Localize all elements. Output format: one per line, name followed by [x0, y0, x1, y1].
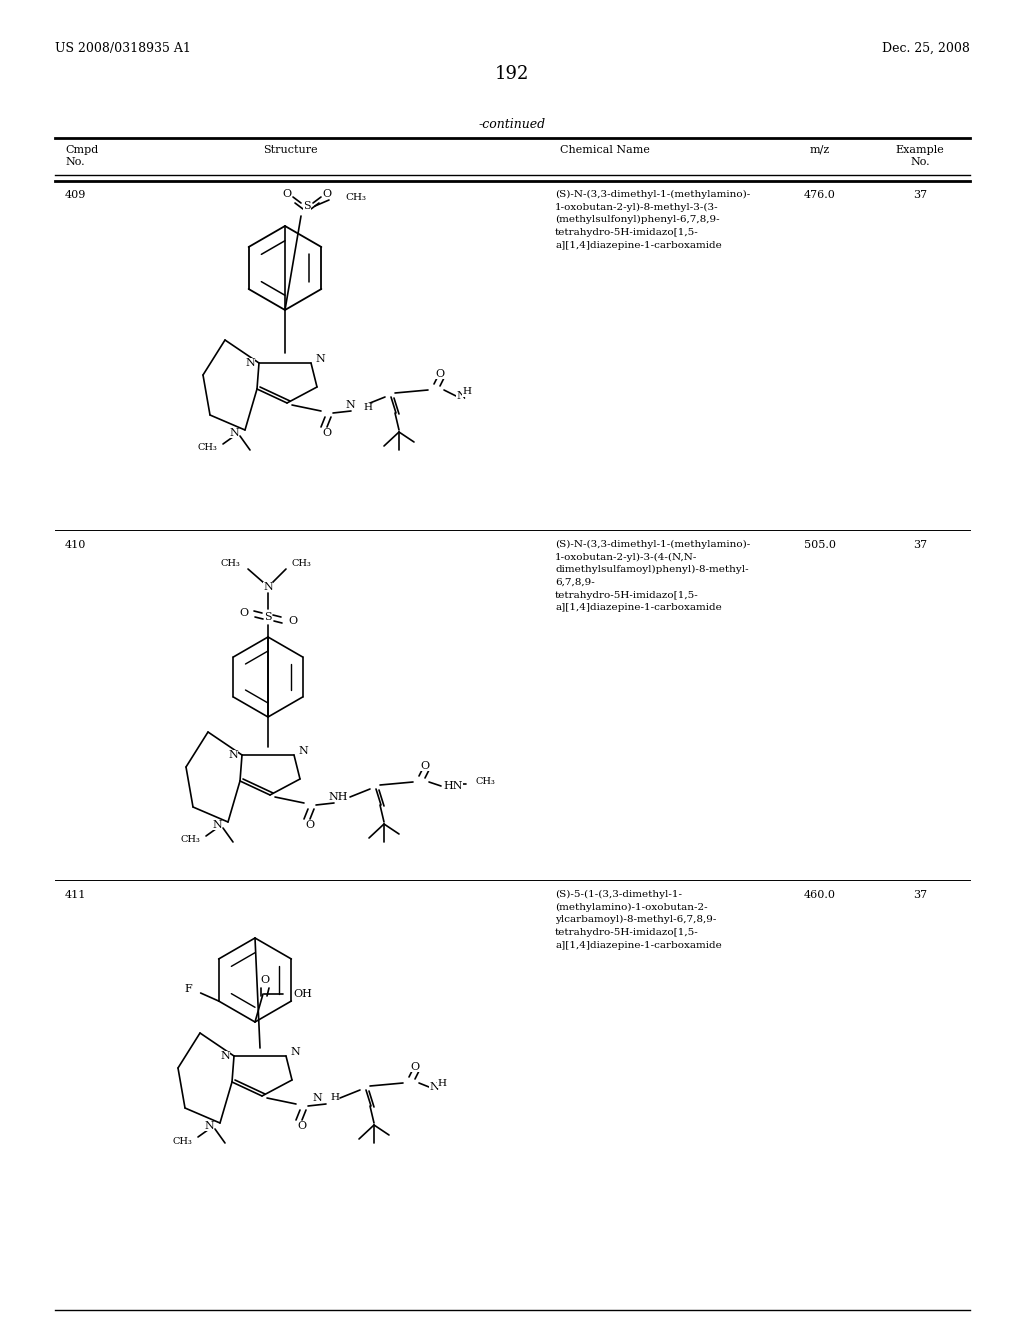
Text: N: N	[312, 1093, 322, 1104]
Text: Example: Example	[896, 145, 944, 154]
Text: 37: 37	[913, 190, 927, 201]
Text: H: H	[362, 403, 372, 412]
Text: HN: HN	[443, 781, 463, 791]
Text: 37: 37	[913, 540, 927, 550]
Text: O: O	[421, 762, 429, 771]
Text: N: N	[204, 1121, 214, 1131]
Text: N: N	[212, 820, 222, 830]
Text: Structure: Structure	[263, 145, 317, 154]
Text: 505.0: 505.0	[804, 540, 836, 550]
Text: 410: 410	[65, 540, 86, 550]
Text: O: O	[411, 1063, 420, 1072]
Text: 460.0: 460.0	[804, 890, 836, 900]
Text: (S)-N-(3,3-dimethyl-1-(methylamino)-
1-oxobutan-2-yl)-3-(4-(N,N-
dimethylsulfamo: (S)-N-(3,3-dimethyl-1-(methylamino)- 1-o…	[555, 540, 751, 612]
Text: CH₃: CH₃	[345, 193, 366, 202]
Text: 37: 37	[913, 890, 927, 900]
Text: 409: 409	[65, 190, 86, 201]
Text: CH₃: CH₃	[180, 836, 200, 845]
Text: S: S	[264, 612, 271, 622]
Text: m/z: m/z	[810, 145, 830, 154]
Text: N: N	[263, 582, 272, 591]
Text: H: H	[330, 1093, 339, 1102]
Text: 192: 192	[495, 65, 529, 83]
Text: O: O	[323, 428, 332, 438]
Text: (S)-N-(3,3-dimethyl-1-(methylamino)-
1-oxobutan-2-yl)-8-methyl-3-(3-
(methylsulf: (S)-N-(3,3-dimethyl-1-(methylamino)- 1-o…	[555, 190, 751, 249]
Text: CH₃: CH₃	[172, 1137, 193, 1146]
Text: CH₃: CH₃	[292, 558, 312, 568]
Text: N: N	[220, 1051, 230, 1061]
Text: O: O	[297, 1121, 306, 1131]
Text: -continued: -continued	[478, 117, 546, 131]
Text: US 2008/0318935 A1: US 2008/0318935 A1	[55, 42, 190, 55]
Text: O: O	[239, 609, 248, 618]
Text: CH₃: CH₃	[476, 777, 496, 787]
Text: No.: No.	[65, 157, 85, 168]
Text: H: H	[437, 1078, 446, 1088]
Text: N: N	[345, 400, 355, 411]
Text: O: O	[323, 189, 332, 199]
Text: OH: OH	[293, 989, 312, 999]
Text: N: N	[315, 354, 325, 364]
Text: O: O	[260, 975, 269, 985]
Text: S: S	[303, 201, 311, 211]
Text: O: O	[288, 616, 297, 626]
Text: CH₃: CH₃	[198, 444, 217, 453]
Text: N: N	[298, 746, 308, 756]
Text: Cmpd: Cmpd	[65, 145, 98, 154]
Text: No.: No.	[910, 157, 930, 168]
Text: N: N	[229, 428, 239, 438]
Text: N: N	[228, 750, 238, 760]
Text: Dec. 25, 2008: Dec. 25, 2008	[882, 42, 970, 55]
Text: H: H	[462, 388, 471, 396]
Text: 476.0: 476.0	[804, 190, 836, 201]
Text: O: O	[283, 189, 292, 199]
Text: F: F	[185, 983, 193, 994]
Text: O: O	[305, 820, 314, 830]
Text: N: N	[456, 391, 466, 401]
Text: Chemical Name: Chemical Name	[560, 145, 650, 154]
Text: N: N	[429, 1082, 438, 1092]
Text: 411: 411	[65, 890, 86, 900]
Text: N: N	[290, 1047, 300, 1057]
Text: (S)-5-(1-(3,3-dimethyl-1-
(methylamino)-1-oxobutan-2-
ylcarbamoyl)-8-methyl-6,7,: (S)-5-(1-(3,3-dimethyl-1- (methylamino)-…	[555, 890, 722, 949]
Text: NH: NH	[329, 792, 348, 803]
Text: CH₃: CH₃	[220, 558, 240, 568]
Text: O: O	[435, 370, 444, 379]
Text: N: N	[246, 358, 255, 368]
